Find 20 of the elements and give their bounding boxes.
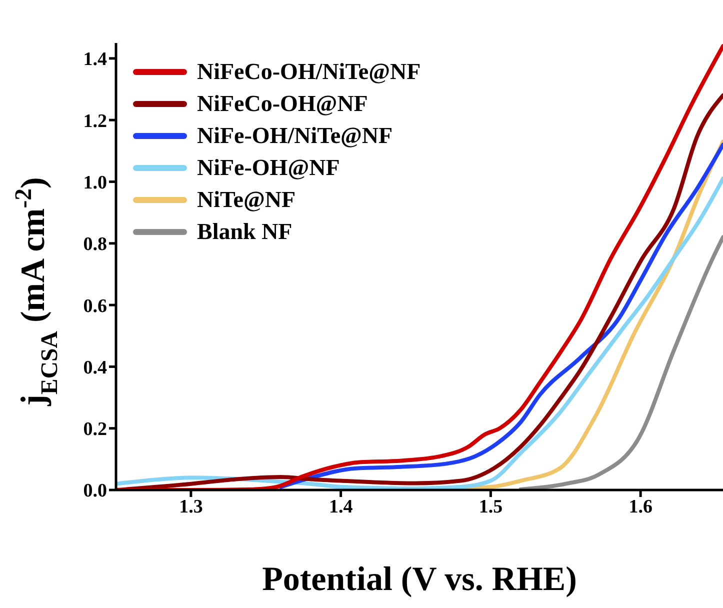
x-tick-label: 1.3 <box>179 496 203 518</box>
legend-label: NiFeCo-OH/NiTe@NF <box>197 59 421 85</box>
x-axis-title: Potential (V vs. RHE) <box>262 561 577 598</box>
legend-label: Blank NF <box>197 219 292 245</box>
line-series <box>518 235 723 490</box>
legend-label: NiFeCo-OH@NF <box>197 91 368 117</box>
y-tick-label: 1.0 <box>83 172 107 194</box>
y-tick-label: 0.2 <box>83 419 107 440</box>
legend-label: NiFe-OH/NiTe@NF <box>197 123 393 149</box>
y-tick-label: 0.8 <box>83 234 107 256</box>
y-tick-label: 0.4 <box>83 357 108 378</box>
legend-label: NiFe-OH@NF <box>197 155 340 181</box>
x-tick-label: 1.5 <box>478 496 503 518</box>
y-tick-label: 1.2 <box>83 110 107 132</box>
y-tick-label: 0.0 <box>83 480 107 502</box>
legend-label: NiTe@NF <box>197 187 296 213</box>
y-tick-label: 0.6 <box>83 296 107 317</box>
x-tick-label: 1.6 <box>628 496 652 518</box>
y-tick-label: 1.4 <box>83 49 108 70</box>
x-tick-label: 1.4 <box>328 496 354 518</box>
